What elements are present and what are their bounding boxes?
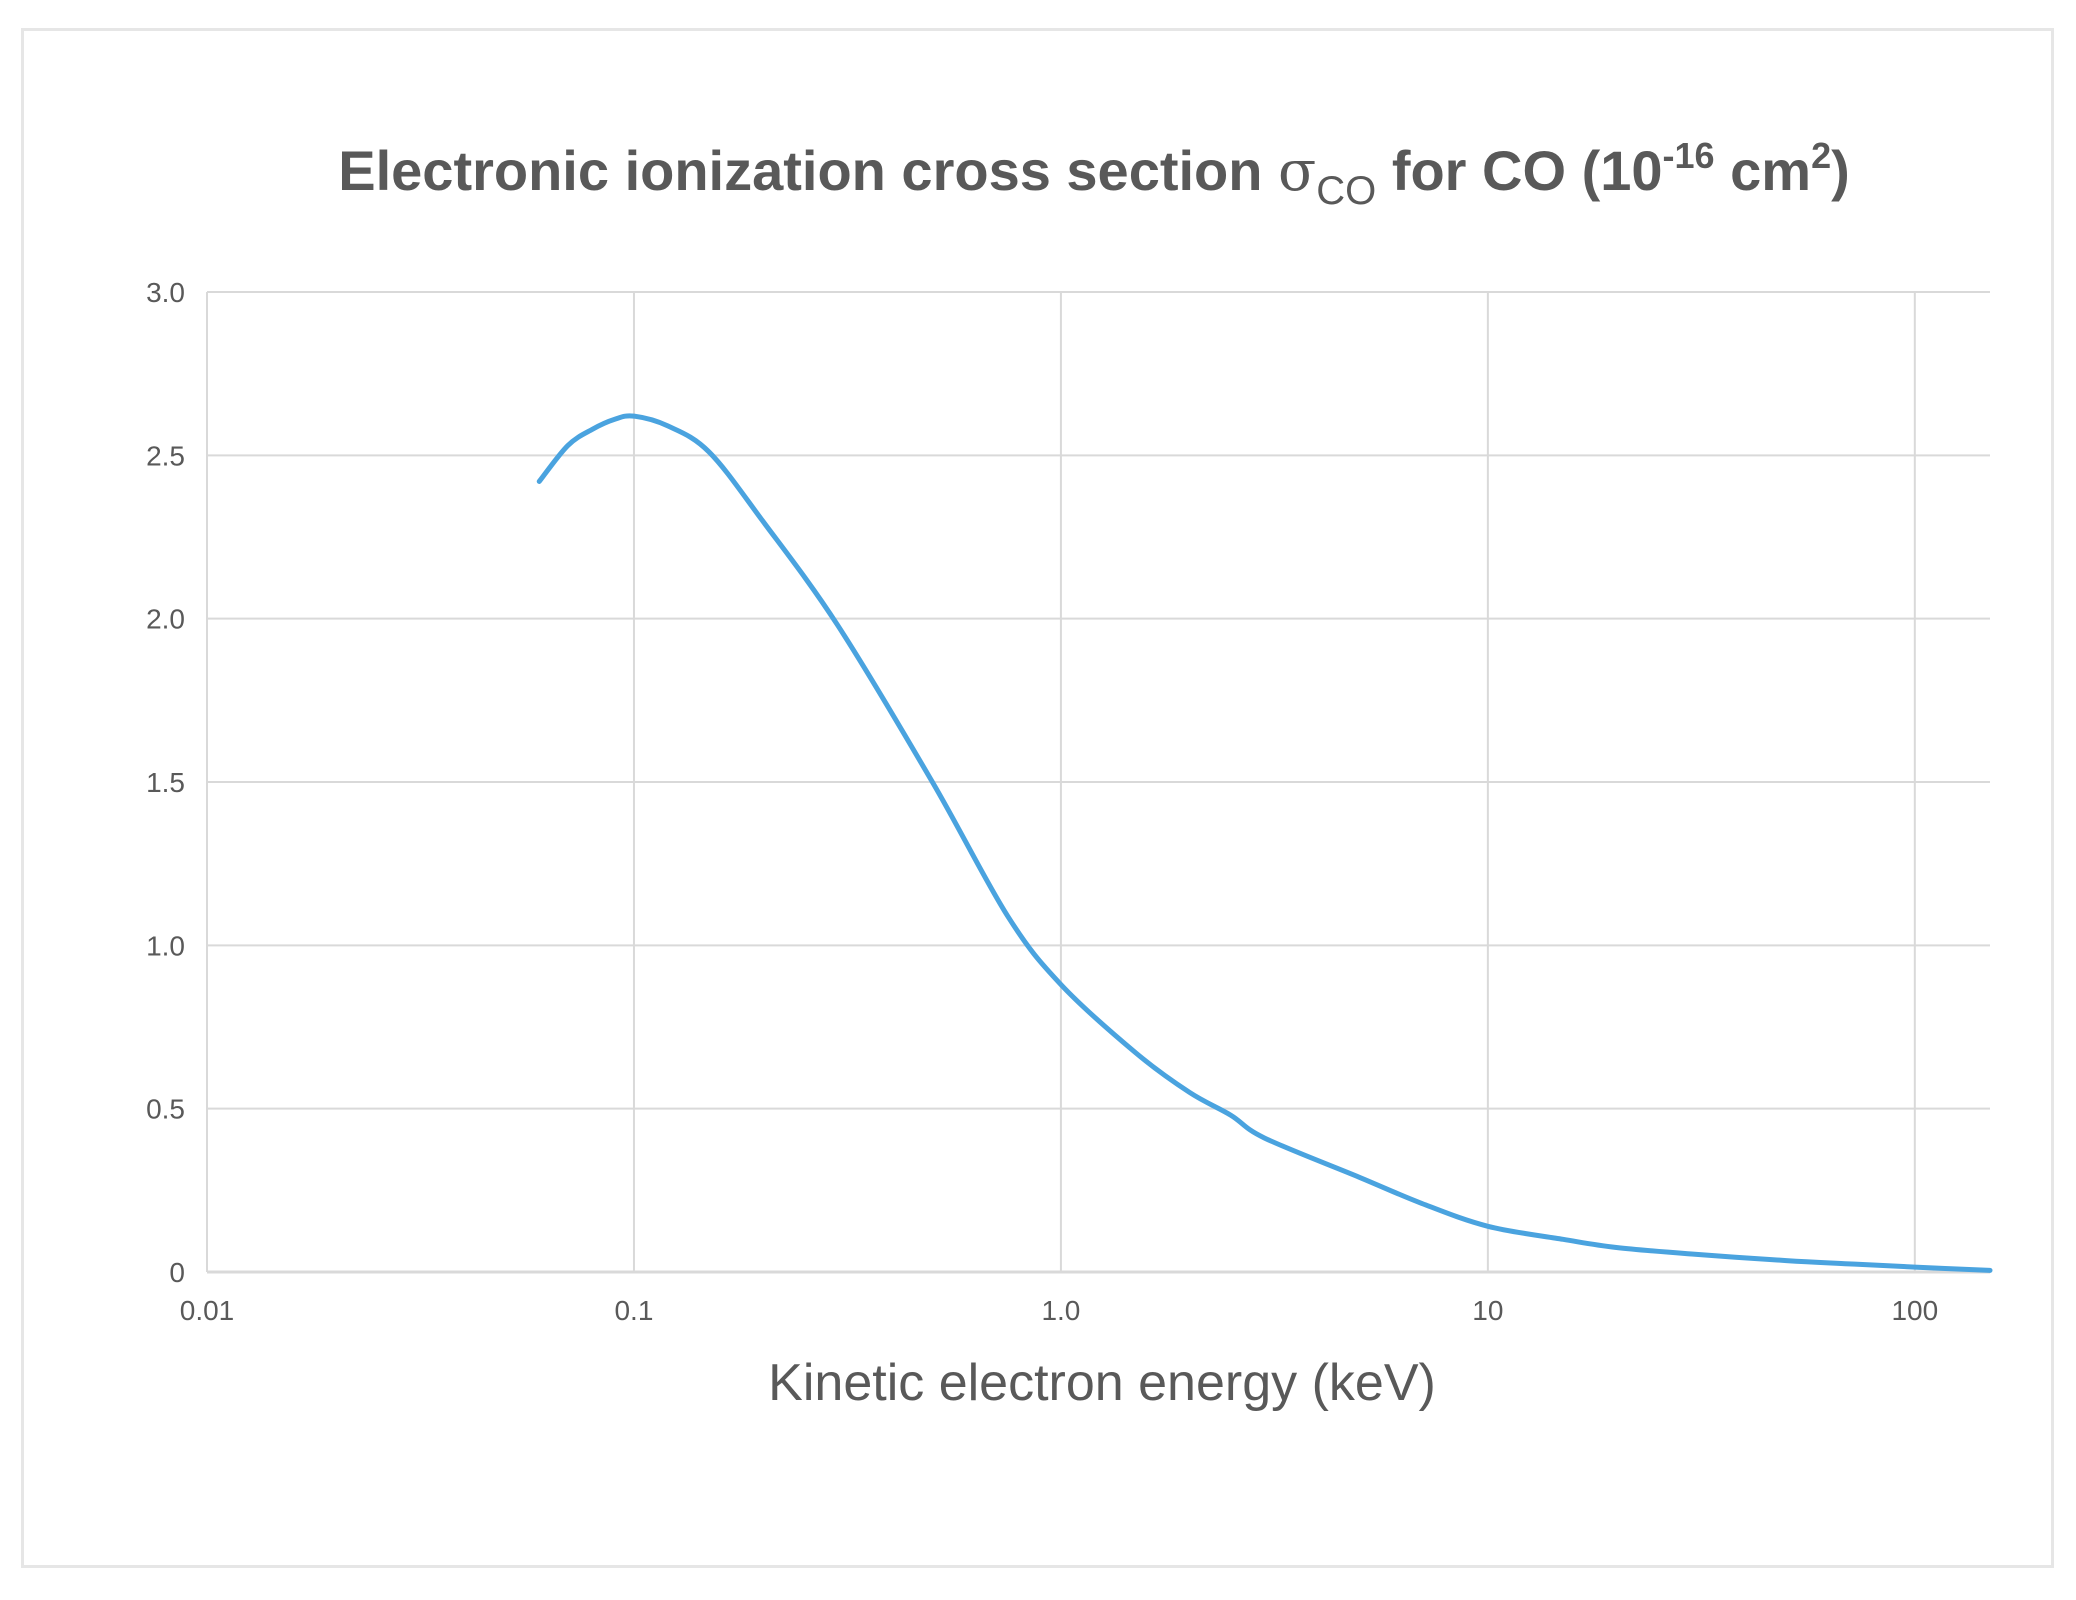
- x-axis-label: Kinetic electron energy (keV): [768, 1354, 1436, 1412]
- axes: [206, 292, 1990, 1274]
- y-tick-labels: 0 0.5 1.0 1.5 2.0 2.5 3.0: [146, 277, 185, 1288]
- series-line-sigma_CO: [536, 413, 1993, 1273]
- x-tick-labels: 0.01 0.1 1.0 10 100: [180, 1295, 1938, 1326]
- x-tick-label: 100: [1891, 1295, 1938, 1326]
- chart-frame: [21, 28, 2054, 1568]
- y-tick-label: 1.5: [146, 767, 185, 798]
- chart-title: Electronic ionization cross section σCO …: [338, 135, 1850, 213]
- x-tick-label: 0.01: [180, 1295, 235, 1326]
- x-tick-label: 0.1: [614, 1295, 653, 1326]
- y-tick-label: 2.0: [146, 604, 185, 635]
- y-tick-label: 0: [169, 1257, 185, 1288]
- y-tick-label: 1.0: [146, 930, 185, 961]
- x-tick-label: 1.0: [1041, 1295, 1080, 1326]
- y-tick-label: 2.5: [146, 440, 185, 471]
- series-group: [536, 413, 1993, 1273]
- grid: [206, 291, 1990, 1272]
- x-tick-label: 10: [1472, 1295, 1503, 1326]
- y-tick-label: 0.5: [146, 1094, 185, 1125]
- y-tick-label: 3.0: [146, 277, 185, 308]
